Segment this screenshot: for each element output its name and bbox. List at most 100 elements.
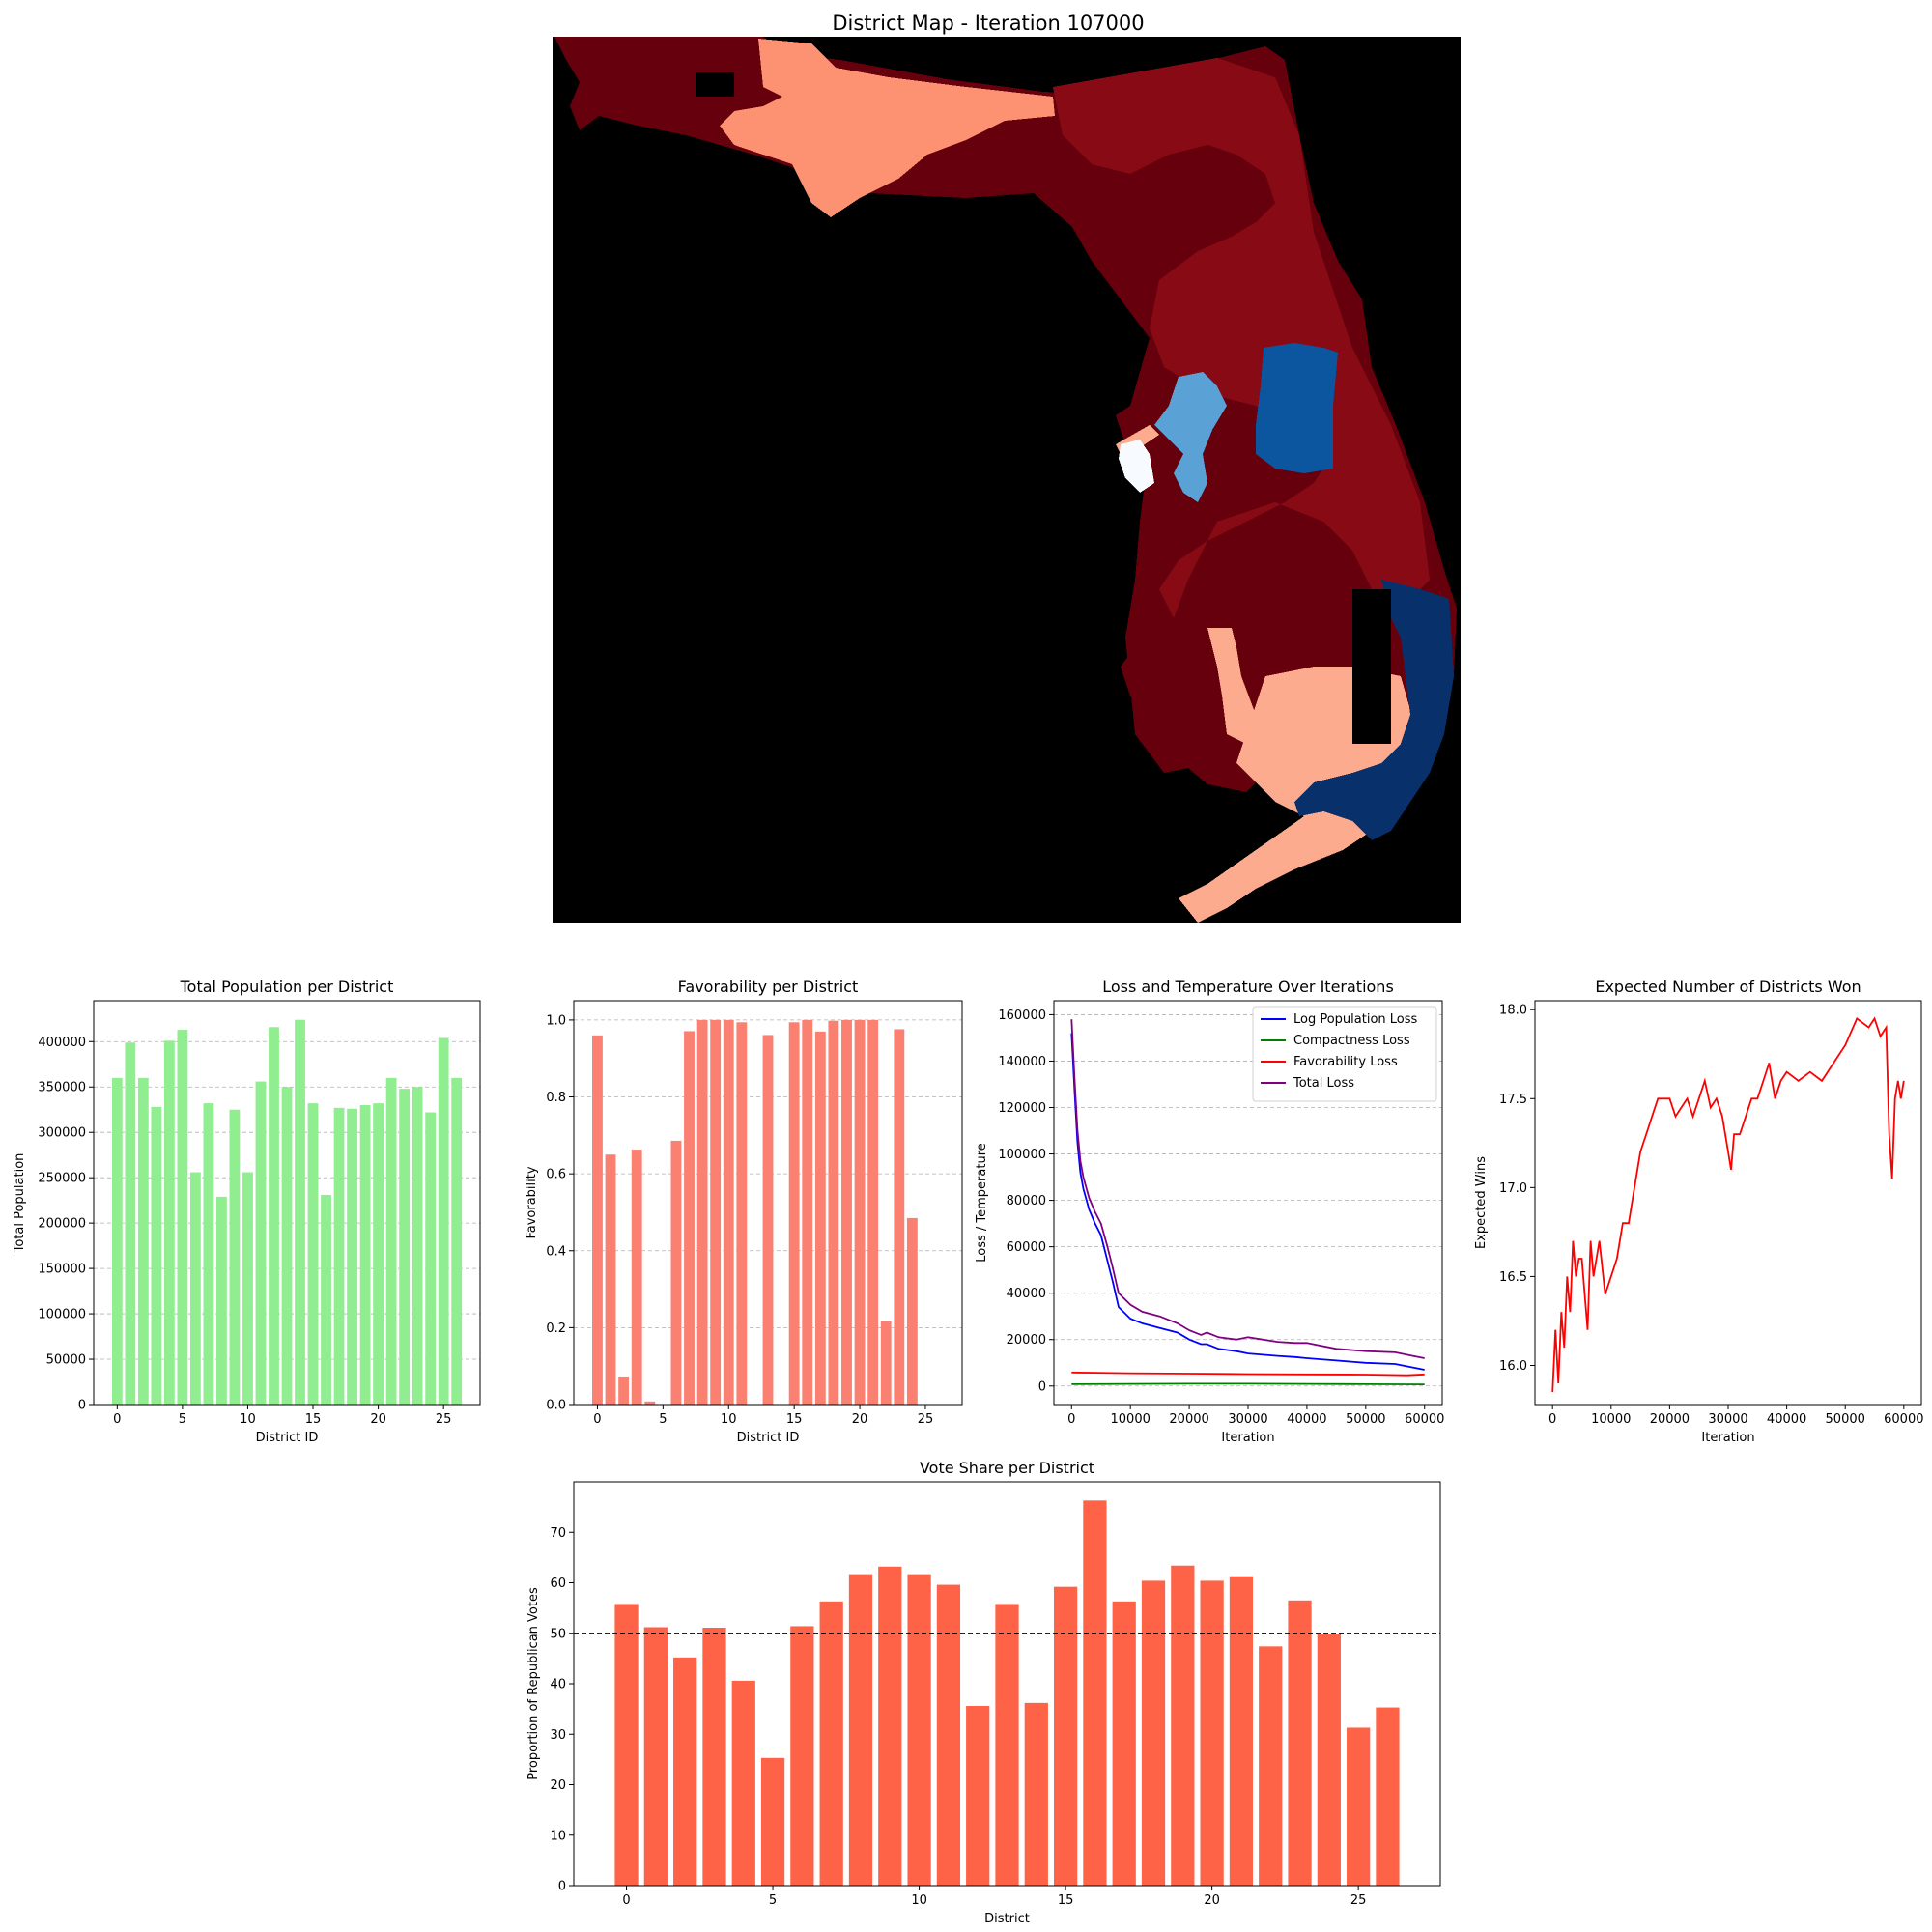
bar [643,1627,668,1886]
map-region-salmon-north [720,39,1055,217]
bar [1083,1500,1107,1886]
x-tick-label: 0 [1067,1412,1075,1427]
y-axis-label: Total Population [13,1153,27,1254]
bar [848,1574,873,1886]
bar [670,1140,682,1405]
y-axis-label: Expected Wins [1474,1156,1489,1249]
bar [125,1042,136,1405]
y-tick-label: 30 [550,1728,566,1743]
bar [618,1376,630,1405]
bar [451,1077,463,1405]
x-tick-label: 20 [852,1412,868,1427]
bar [242,1172,253,1405]
x-tick-label: 60000 [1405,1412,1444,1427]
bar [614,1604,639,1886]
map-region-red [1053,58,1430,618]
y-tick-label: 200000 [38,1217,86,1232]
y-tick-label: 20000 [1007,1333,1046,1348]
axes-frame [93,1000,481,1406]
bar [1024,1702,1048,1886]
bar [177,1030,188,1405]
axes-frame [1534,1000,1922,1406]
x-tick-label: 25 [436,1412,452,1427]
bar [673,1657,697,1886]
y-tick-label: 40 [550,1678,566,1692]
y-tick-label: 140000 [998,1055,1046,1069]
bar [111,1077,123,1405]
bar [1376,1707,1400,1886]
map-title: District Map - Iteration 107000 [832,12,1144,35]
series-line [1551,1016,1905,1393]
y-tick-label: 0 [78,1399,86,1413]
bar [216,1196,227,1405]
x-tick-label: 50000 [1346,1412,1385,1427]
bar [867,1019,879,1405]
y-tick-label: 300000 [38,1126,86,1141]
bar [190,1172,201,1405]
y-tick-label: 350000 [38,1081,86,1095]
chart-title: Vote Share per District [920,1459,1094,1477]
y-tick-label: 100000 [998,1148,1046,1162]
bar [373,1103,384,1405]
x-tick-label: 10 [240,1412,256,1427]
bar [736,1022,748,1405]
x-tick-label: 30000 [1708,1412,1747,1427]
legend: Log Population Loss Compactness Loss Favor… [1252,1006,1437,1102]
chart-title: Favorability per District [678,978,859,996]
x-tick-label: 20 [1204,1893,1220,1908]
x-tick-label: 50000 [1826,1412,1865,1427]
x-tick-label: 10000 [1111,1412,1151,1427]
x-tick-label: 5 [179,1412,186,1427]
y-tick-label: 0.0 [546,1399,566,1413]
bar [425,1112,437,1405]
map-region-blue [1256,343,1338,473]
x-tick-label: 20 [370,1412,386,1427]
wins-chart: 0 10000 20000 30000 40000 50000 60000 16.0 16.5 1… [1474,978,1923,1445]
favorability-chart: 0 5 10 15 20 25 0.0 0.2 0.4 0.6 0.8 1.0 Favorability… [525,978,963,1445]
y-tick-label: 0 [558,1880,566,1894]
y-tick-label: 18.0 [1499,1004,1527,1018]
map-region-salmon-coast [1208,628,1256,744]
votes-chart: 0 5 10 15 20 25 0 10 20 30 40 50 60 70 Vote Share per … [526,1459,1441,1926]
bar [255,1081,267,1405]
bar [1317,1634,1341,1886]
bar [854,1019,866,1405]
bar [710,1019,722,1405]
bar [359,1105,371,1405]
bar [762,1035,774,1405]
y-tick-label: 160000 [998,1009,1046,1023]
y-tick-label: 16.5 [1499,1270,1527,1285]
bar [321,1195,331,1405]
y-tick-label: 150000 [38,1263,86,1277]
y-axis-label: Proportion of Republican Votes [526,1587,541,1780]
x-tick-label: 15 [1058,1893,1074,1908]
bar [137,1077,149,1405]
x-tick-label: 15 [305,1412,322,1427]
bar [631,1150,642,1405]
chart-title: Expected Number of Districts Won [1595,978,1861,996]
y-tick-label: 60 [550,1577,566,1591]
x-axis-label: Iteration [1701,1431,1754,1445]
legend-label: Total Loss [1293,1076,1354,1091]
x-tick-label: 25 [918,1412,934,1427]
bar [333,1107,345,1405]
bar [438,1037,449,1405]
y-tick-label: 60000 [1007,1240,1046,1255]
x-tick-label: 25 [1350,1893,1367,1908]
bar [605,1154,616,1405]
bar [696,1019,708,1405]
bar [1053,1586,1078,1886]
series-line [1071,1382,1425,1385]
bar [790,1626,814,1886]
bar [1347,1727,1371,1886]
bar [1171,1565,1195,1886]
map-water-north [696,72,734,97]
y-tick-label: 120000 [998,1101,1046,1116]
chart-title: Total Population per District [180,978,394,996]
bar [841,1019,852,1405]
district-map-image [553,37,1461,923]
bar [907,1574,931,1886]
series-line [1070,1019,1425,1359]
map-region-white [1119,440,1154,493]
map-water-lake [1352,589,1391,744]
